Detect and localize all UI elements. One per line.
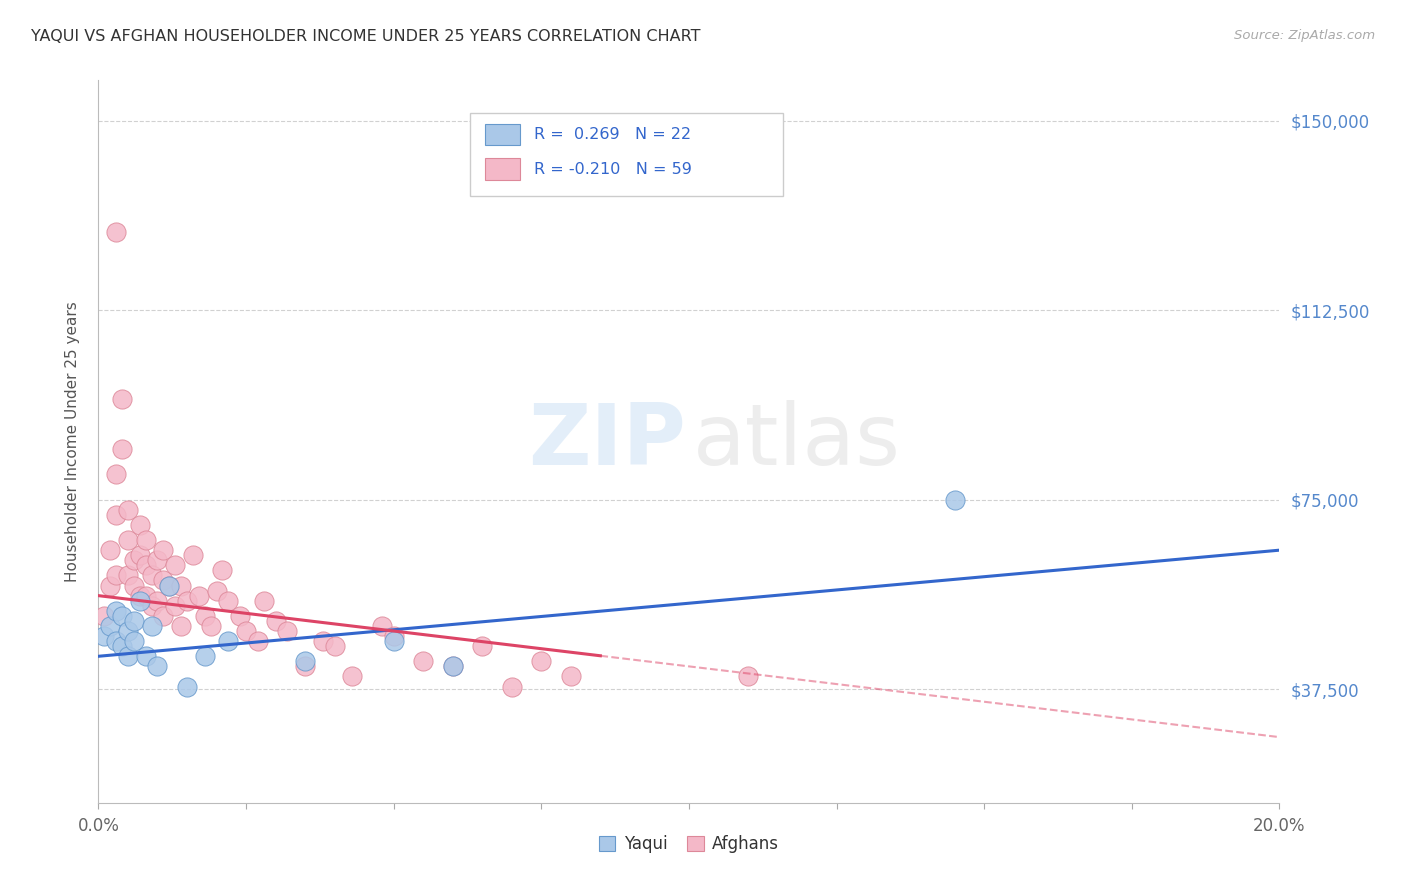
Point [117, 649, 139, 664]
Point [229, 608, 252, 623]
Point [152, 543, 174, 558]
Point [170, 619, 193, 633]
Point [217, 593, 239, 607]
Point [128, 589, 150, 603]
Point [135, 589, 157, 603]
Point [128, 548, 150, 562]
Point [105, 225, 128, 239]
Point [146, 593, 169, 607]
Point [105, 634, 128, 648]
Text: ZIP: ZIP [527, 400, 685, 483]
Point [135, 649, 157, 664]
Point [105, 467, 128, 482]
FancyBboxPatch shape [485, 158, 520, 180]
Point [141, 619, 163, 633]
Legend: Yaqui, Afghans: Yaqui, Afghans [592, 828, 786, 860]
Point [111, 608, 134, 623]
Point [98, 543, 121, 558]
Point [200, 619, 222, 633]
Point [141, 568, 163, 582]
Text: YAQUI VS AFGHAN HOUSEHOLDER INCOME UNDER 25 YEARS CORRELATION CHART: YAQUI VS AFGHAN HOUSEHOLDER INCOME UNDER… [31, 29, 700, 44]
Point [501, 680, 523, 694]
Point [412, 654, 434, 668]
Point [146, 553, 169, 567]
Point [170, 578, 193, 592]
Point [111, 639, 134, 653]
Point [157, 578, 180, 592]
Point [117, 624, 139, 638]
Point [253, 593, 276, 607]
Point [264, 614, 287, 628]
Point [117, 568, 139, 582]
Point [122, 614, 145, 628]
Point [93, 629, 115, 643]
Point [98, 578, 121, 592]
Point [294, 659, 316, 673]
Point [441, 659, 464, 673]
Point [943, 492, 966, 507]
Point [323, 639, 346, 653]
Point [276, 624, 298, 638]
Text: Source: ZipAtlas.com: Source: ZipAtlas.com [1234, 29, 1375, 42]
Point [187, 589, 209, 603]
Point [560, 669, 582, 683]
FancyBboxPatch shape [485, 124, 520, 145]
Point [294, 654, 316, 668]
Point [152, 574, 174, 588]
Point [117, 533, 139, 547]
Point [135, 533, 157, 547]
Point [111, 442, 134, 456]
Point [176, 593, 198, 607]
Point [181, 548, 204, 562]
Point [128, 593, 150, 607]
Point [194, 649, 217, 664]
Point [441, 659, 464, 673]
Point [530, 654, 553, 668]
Point [141, 599, 163, 613]
Point [211, 563, 233, 577]
Point [205, 583, 228, 598]
Point [737, 669, 759, 683]
Point [157, 578, 180, 592]
Point [471, 639, 494, 653]
Y-axis label: Householder Income Under 25 years: Householder Income Under 25 years [65, 301, 80, 582]
Point [135, 558, 157, 573]
Point [93, 608, 115, 623]
Text: atlas: atlas [693, 400, 900, 483]
Text: R = -0.210   N = 59: R = -0.210 N = 59 [534, 161, 692, 177]
Point [382, 629, 405, 643]
Point [105, 508, 128, 522]
Point [146, 659, 169, 673]
Point [235, 624, 257, 638]
Point [342, 669, 364, 683]
Point [165, 599, 187, 613]
Point [176, 680, 198, 694]
Text: R =  0.269   N = 22: R = 0.269 N = 22 [534, 127, 692, 142]
Point [128, 517, 150, 532]
Point [217, 634, 239, 648]
Point [382, 634, 405, 648]
Point [152, 608, 174, 623]
Point [122, 553, 145, 567]
Point [111, 392, 134, 406]
Point [194, 608, 217, 623]
Point [165, 558, 187, 573]
Point [105, 604, 128, 618]
Point [105, 568, 128, 582]
Point [117, 502, 139, 516]
Point [122, 578, 145, 592]
Point [312, 634, 335, 648]
Point [371, 619, 394, 633]
Point [246, 634, 269, 648]
FancyBboxPatch shape [471, 112, 783, 196]
Point [98, 619, 121, 633]
Point [122, 634, 145, 648]
